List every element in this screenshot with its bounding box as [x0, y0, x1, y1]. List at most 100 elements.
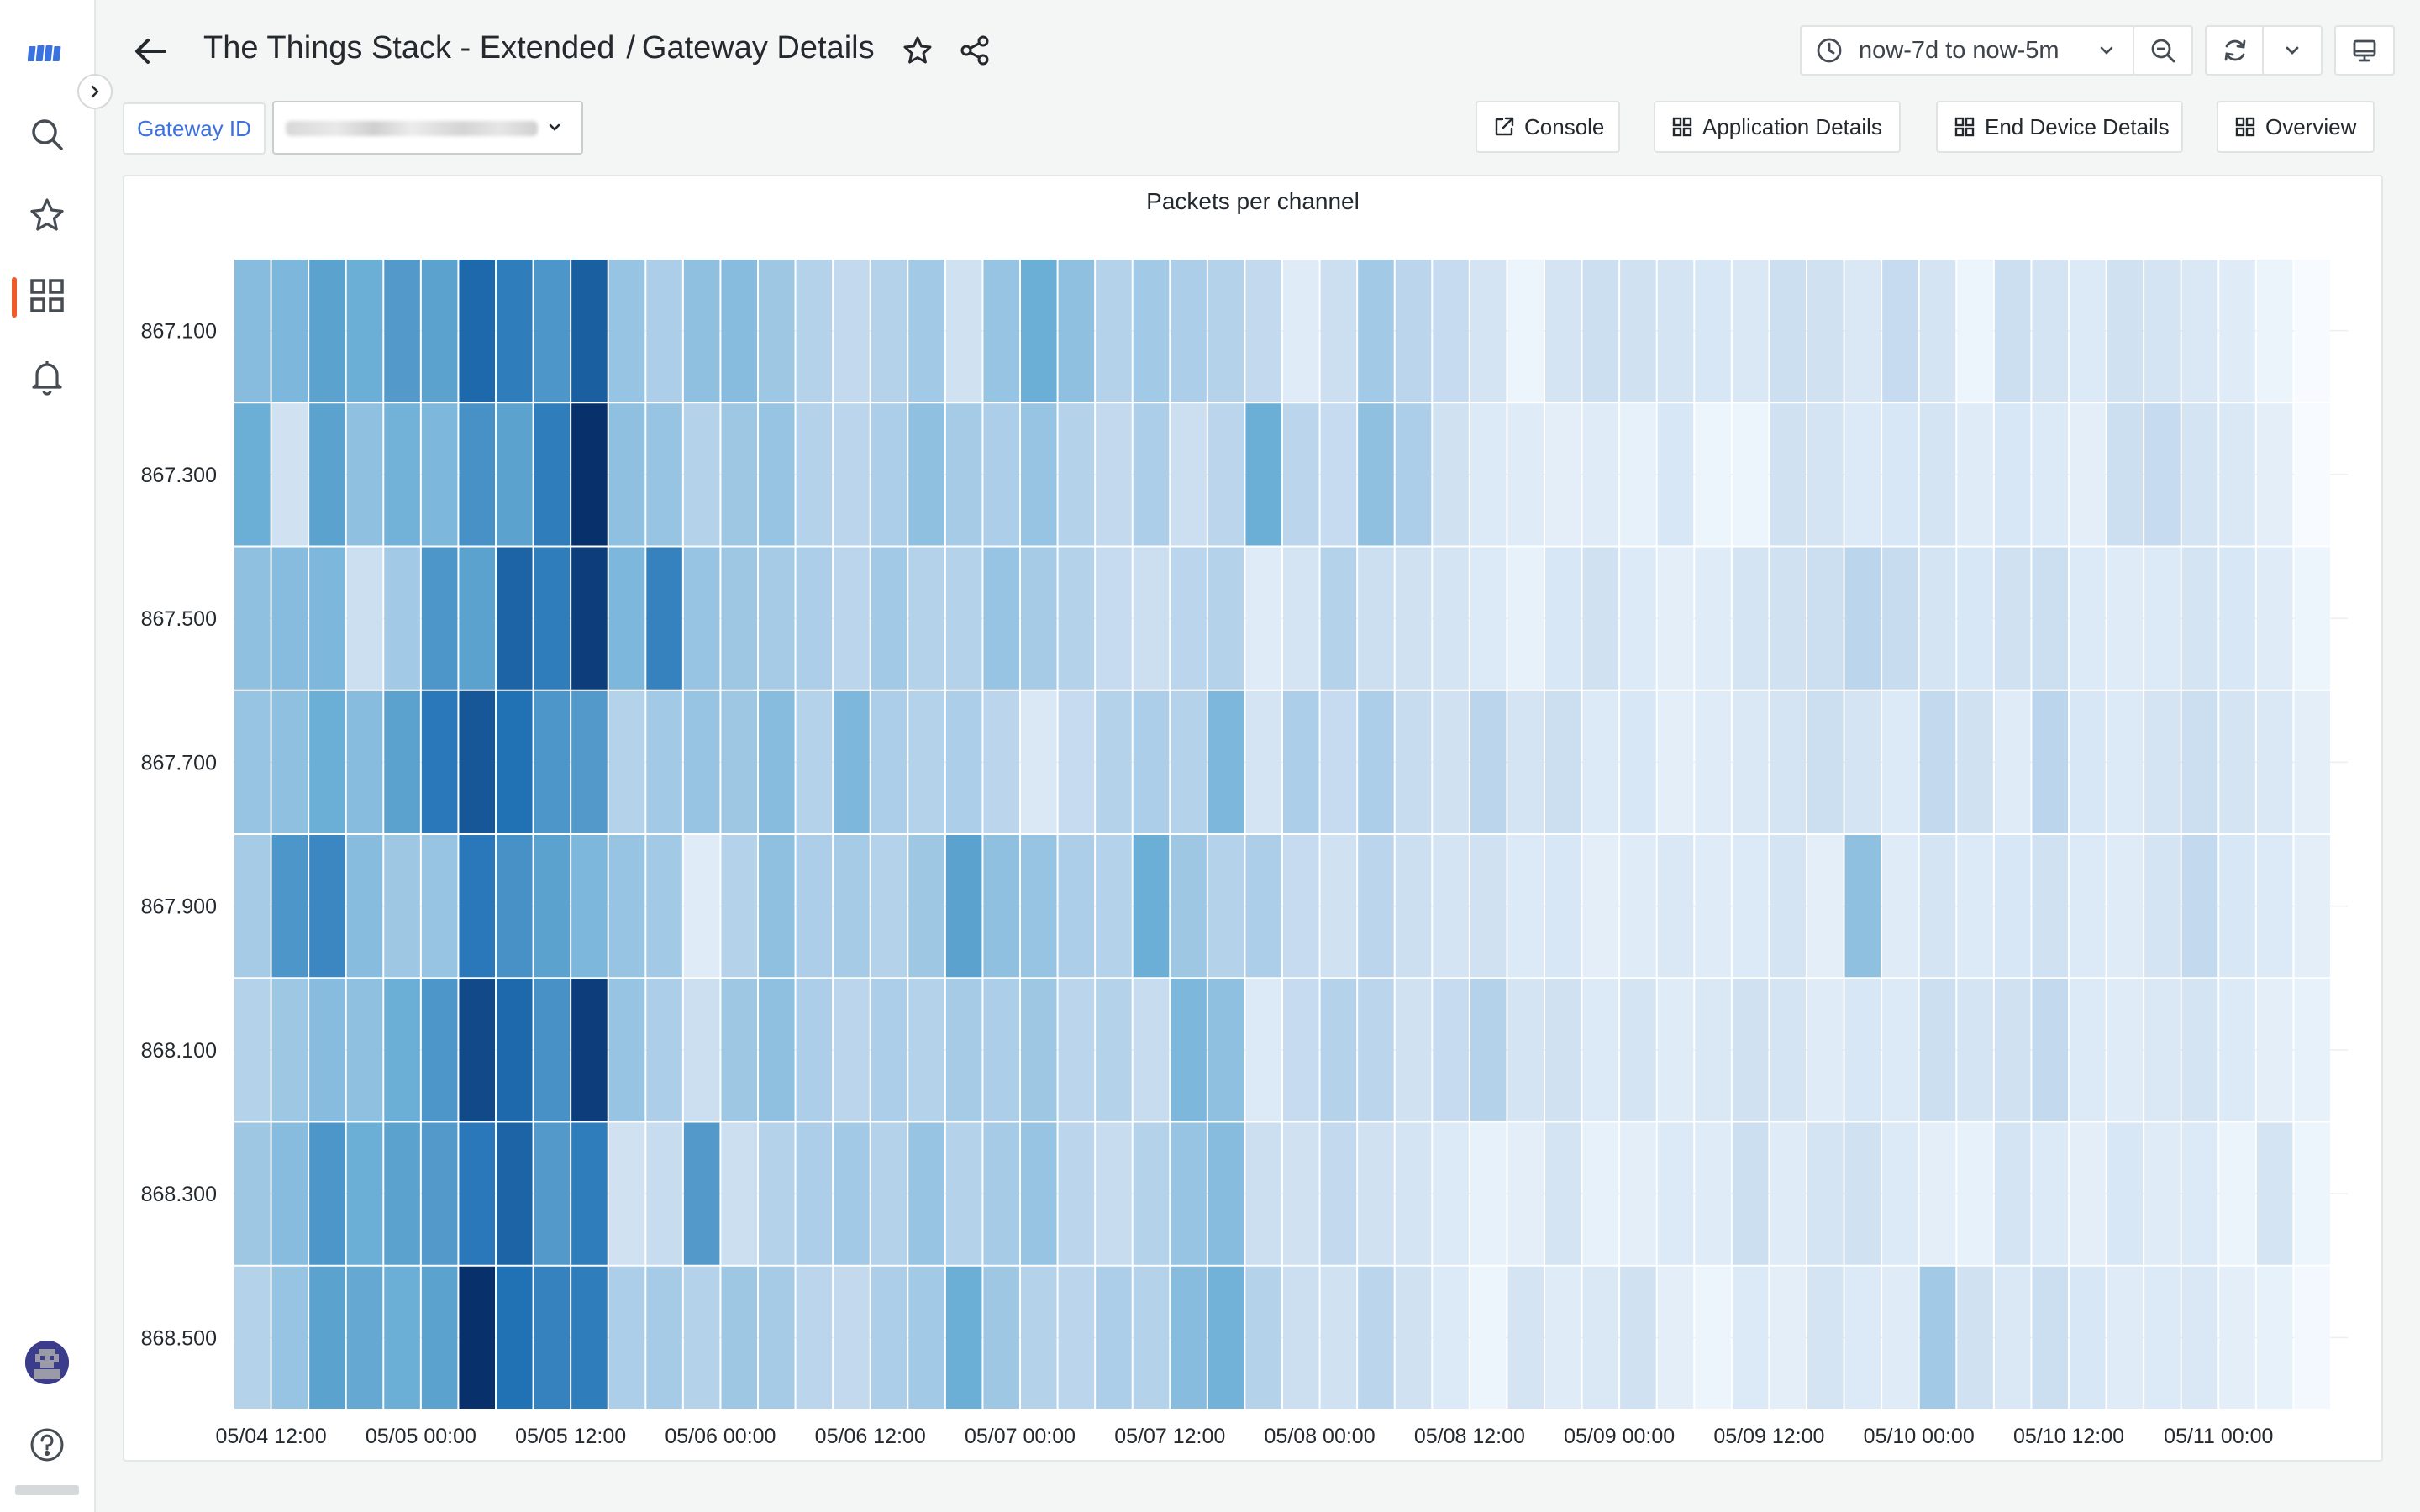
heatmap-cell[interactable]: [1358, 1122, 1394, 1265]
heatmap-cell[interactable]: [1245, 1122, 1281, 1265]
heatmap-cell[interactable]: [571, 690, 608, 833]
heatmap-cell[interactable]: [796, 835, 833, 978]
heatmap-cell[interactable]: [384, 260, 420, 402]
heatmap-cell[interactable]: [309, 690, 345, 833]
heatmap-cell[interactable]: [1770, 690, 1806, 833]
heatmap-cell[interactable]: [1620, 690, 1656, 833]
heatmap-cell[interactable]: [571, 1122, 608, 1265]
heatmap-cell[interactable]: [1320, 690, 1357, 833]
heatmap-cell[interactable]: [2256, 835, 2293, 978]
heatmap-cell[interactable]: [497, 690, 533, 833]
heatmap-cell[interactable]: [983, 403, 1019, 546]
heatmap-cell[interactable]: [1919, 403, 1956, 546]
heatmap-cell[interactable]: [2256, 403, 2293, 546]
heatmap-cell[interactable]: [1882, 260, 1918, 402]
heatmap-cell[interactable]: [1395, 835, 1432, 978]
heatmap-cell[interactable]: [608, 1266, 645, 1409]
heatmap-cell[interactable]: [1807, 690, 1844, 833]
heatmap-cell[interactable]: [1358, 547, 1394, 690]
heatmap-cell[interactable]: [759, 547, 795, 690]
heatmap-cell[interactable]: [646, 835, 682, 978]
heatmap-cell[interactable]: [459, 690, 495, 833]
heatmap-cell[interactable]: [721, 835, 757, 978]
heatmap-cell[interactable]: [497, 260, 533, 402]
heatmap-cell[interactable]: [2256, 1122, 2293, 1265]
heatmap-cell[interactable]: [1171, 979, 1207, 1121]
heatmap-cell[interactable]: [2294, 260, 2330, 402]
refresh-interval-dropdown[interactable]: [2262, 25, 2323, 76]
heatmap-cell[interactable]: [2070, 1266, 2106, 1409]
heatmap-cell[interactable]: [871, 979, 908, 1121]
heatmap-cell[interactable]: [945, 1266, 982, 1409]
heatmap-cell[interactable]: [1582, 547, 1619, 690]
heatmap-cell[interactable]: [1207, 260, 1244, 402]
heatmap-cell[interactable]: [1919, 690, 1956, 833]
heatmap-cell[interactable]: [1695, 260, 1731, 402]
heatmap-cell[interactable]: [2294, 1122, 2330, 1265]
heatmap-cell[interactable]: [1133, 547, 1170, 690]
star-icon[interactable]: [22, 190, 72, 240]
heatmap-cell[interactable]: [571, 547, 608, 690]
heatmap-cell[interactable]: [1770, 1266, 1806, 1409]
heatmap-cell[interactable]: [346, 260, 383, 402]
heatmap-cell[interactable]: [1320, 547, 1357, 690]
heatmap-cell[interactable]: [1582, 260, 1619, 402]
heatmap-cell[interactable]: [1657, 979, 1694, 1121]
heatmap-cell[interactable]: [834, 1122, 870, 1265]
heatmap-cell[interactable]: [2256, 690, 2293, 833]
heatmap-cell[interactable]: [1620, 260, 1656, 402]
heatmap-cell[interactable]: [309, 260, 345, 402]
heatmap-cell[interactable]: [534, 690, 571, 833]
heatmap-cell[interactable]: [1358, 1266, 1394, 1409]
heatmap-cell[interactable]: [1844, 547, 1881, 690]
heatmap-cell[interactable]: [1358, 260, 1394, 402]
heatmap-cell[interactable]: [2107, 979, 2144, 1121]
heatmap-cell[interactable]: [2219, 1122, 2255, 1265]
heatmap-cell[interactable]: [646, 547, 682, 690]
heatmap-cell[interactable]: [1283, 835, 1319, 978]
heatmap-cell[interactable]: [834, 835, 870, 978]
heatmap-cell[interactable]: [721, 1122, 757, 1265]
overview-link[interactable]: Overview: [2217, 101, 2375, 153]
heatmap-cell[interactable]: [1433, 1122, 1469, 1265]
heatmap-cell[interactable]: [1058, 1122, 1095, 1265]
heatmap-cell[interactable]: [1807, 979, 1844, 1121]
heatmap-cell[interactable]: [1395, 979, 1432, 1121]
heatmap-cell[interactable]: [945, 403, 982, 546]
favorite-button[interactable]: [901, 34, 934, 67]
heatmap-cell[interactable]: [309, 1122, 345, 1265]
heatmap-cell[interactable]: [534, 403, 571, 546]
heatmap-cell[interactable]: [1957, 1122, 1993, 1265]
heatmap-cell[interactable]: [1470, 835, 1507, 978]
heatmap-cell[interactable]: [1395, 403, 1432, 546]
console-link[interactable]: Console: [1476, 101, 1620, 153]
heatmap-cell[interactable]: [534, 260, 571, 402]
share-button[interactable]: [958, 34, 992, 67]
heatmap-cell[interactable]: [497, 835, 533, 978]
heatmap-cell[interactable]: [2219, 1266, 2255, 1409]
heatmap-cell[interactable]: [1844, 1122, 1881, 1265]
heatmap-cell[interactable]: [759, 260, 795, 402]
heatmap-cell[interactable]: [1994, 1122, 2031, 1265]
heatmap-cell[interactable]: [1207, 979, 1244, 1121]
heatmap-cell[interactable]: [1620, 403, 1656, 546]
heatmap-cell[interactable]: [1657, 547, 1694, 690]
heatmap-cell[interactable]: [1171, 1122, 1207, 1265]
heatmap-cell[interactable]: [796, 1122, 833, 1265]
heatmap-cell[interactable]: [1058, 1266, 1095, 1409]
heatmap-cell[interactable]: [759, 690, 795, 833]
heatmap-cell[interactable]: [1058, 690, 1095, 833]
heatmap-cell[interactable]: [1507, 1122, 1544, 1265]
heatmap-cell[interactable]: [2032, 1122, 2068, 1265]
heatmap-cell[interactable]: [683, 260, 720, 402]
heatmap-cell[interactable]: [1695, 547, 1731, 690]
heatmap-cell[interactable]: [2032, 835, 2068, 978]
heatmap-cell[interactable]: [1620, 547, 1656, 690]
heatmap-cell[interactable]: [759, 979, 795, 1121]
heatmap-panel[interactable]: Packets per channel 867.100 867.300 867.50…: [123, 175, 2383, 1462]
heatmap-cell[interactable]: [1919, 260, 1956, 402]
heatmap-cell[interactable]: [271, 403, 308, 546]
heatmap-cell[interactable]: [1358, 835, 1394, 978]
heatmap-cell[interactable]: [1882, 1122, 1918, 1265]
heatmap-cell[interactable]: [1320, 1122, 1357, 1265]
